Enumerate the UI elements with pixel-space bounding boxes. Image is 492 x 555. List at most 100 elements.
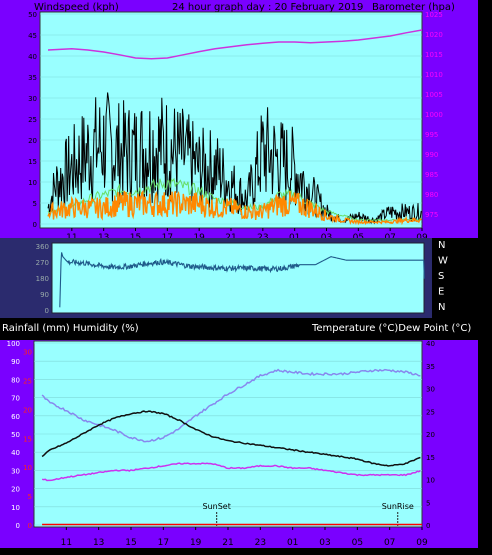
temp-x-tick: 13 xyxy=(93,538,104,548)
windspeed-tick: 10 xyxy=(28,179,37,187)
right-border xyxy=(478,0,492,555)
barometer-tick: 1015 xyxy=(425,51,443,59)
temperature-tick: 35 xyxy=(426,363,435,371)
direction-tick: 360 xyxy=(36,243,49,251)
compass-label: N xyxy=(438,302,445,313)
direction-tick: 90 xyxy=(40,291,49,299)
windspeed-tick: 30 xyxy=(28,95,37,103)
humidity-tick: 60 xyxy=(11,413,20,421)
temp-grid xyxy=(34,342,422,526)
windspeed-header: Windspeed (kph) xyxy=(34,2,119,13)
windspeed-tick: 20 xyxy=(28,137,37,145)
humidity-tick: 80 xyxy=(11,376,20,384)
temperature-tick: 30 xyxy=(426,386,435,394)
temperature-tick: 25 xyxy=(426,408,435,416)
rainfall-tick: 0 xyxy=(28,522,32,530)
direction-tick: 270 xyxy=(36,259,49,267)
windspeed-axis: 0 5 10 15 20 25 30 35 40 45 50 xyxy=(28,11,37,229)
humidity-tick: 10 xyxy=(11,504,20,512)
temperature-axis: 0 5 10 15 20 25 30 35 40 xyxy=(426,340,435,530)
barometer-tick: 995 xyxy=(425,131,438,139)
windspeed-tick: 35 xyxy=(28,74,37,82)
barometer-axis: 975 980 985 990 995 1000 1005 1010 1015 1020 1025 xyxy=(425,11,443,219)
direction-line xyxy=(59,252,425,308)
rainfall-tick: 5 xyxy=(28,493,32,501)
temperature-humidity-chart: Rainfall (mm) Humidity (%) Temperature (… xyxy=(0,318,478,548)
rainfall-tick: 15 xyxy=(23,435,32,443)
windspeed-tick: 15 xyxy=(28,158,37,166)
humidity-tick: 0 xyxy=(16,522,20,530)
humidity-tick: 30 xyxy=(11,467,20,475)
wind-barometer-chart: Windspeed (kph) 24 hour graph day : 20 F… xyxy=(0,0,478,243)
temperature-tick: 15 xyxy=(426,454,435,462)
rainfall-tick: 20 xyxy=(23,406,32,414)
barometer-tick: 985 xyxy=(425,171,438,179)
humidity-tick: 100 xyxy=(7,340,20,348)
barometer-tick: 975 xyxy=(425,211,438,219)
windspeed-tick: 25 xyxy=(28,116,37,124)
compass-label: S xyxy=(438,271,444,282)
barometer-header: Barometer (hpa) xyxy=(372,2,455,13)
bottom-header-bar xyxy=(0,318,478,340)
temperature-line xyxy=(41,410,421,467)
rainfall-axis: 0 5 10 15 20 25 30 xyxy=(23,349,32,530)
temp-x-tick: 09 xyxy=(416,538,428,548)
direction-plot-area xyxy=(51,242,425,314)
direction-compass-background xyxy=(432,238,478,318)
temp-x-tick: 21 xyxy=(222,538,233,548)
windspeed-tick: 5 xyxy=(33,200,37,208)
windspeed-tick: 50 xyxy=(28,11,37,19)
humidity-axis: 0 10 20 30 40 50 60 70 80 90 100 xyxy=(7,340,20,530)
humidity-tick: 50 xyxy=(11,431,20,439)
rain-humidity-header: Rainfall (mm) Humidity (%) xyxy=(2,323,139,334)
direction-tick: 0 xyxy=(45,307,49,315)
barometer-tick: 1000 xyxy=(425,111,443,119)
humidity-line xyxy=(41,368,421,443)
rainfall-tick: 10 xyxy=(23,464,32,472)
temp-x-tick: 17 xyxy=(158,538,169,548)
temperature-tick: 20 xyxy=(426,431,435,439)
direction-series xyxy=(59,252,425,308)
temperature-tick: 40 xyxy=(426,340,435,348)
direction-axis: 0 90 180 270 360 xyxy=(36,243,49,315)
sun-marker-label: SunRise xyxy=(382,502,414,511)
barometer-tick: 1025 xyxy=(425,11,443,19)
compass-label: E xyxy=(438,287,444,298)
temperature-tick: 0 xyxy=(426,522,430,530)
temp-x-tick: 23 xyxy=(255,538,266,548)
compass-label: W xyxy=(438,256,448,267)
temp-x-tick: 05 xyxy=(352,538,363,548)
barometer-line xyxy=(47,29,423,60)
barometer-tick: 1020 xyxy=(425,31,443,39)
temp-x-tick: 11 xyxy=(61,538,72,548)
barometer-tick: 1005 xyxy=(425,91,443,99)
barometer-tick: 990 xyxy=(425,151,438,159)
temperature-tick: 5 xyxy=(426,499,430,507)
temp-x-tick: 15 xyxy=(125,538,136,548)
rainfall-tick: 30 xyxy=(23,349,32,357)
windspeed-tick: 45 xyxy=(28,32,37,40)
humidity-tick: 40 xyxy=(11,449,20,457)
humidity-tick: 90 xyxy=(11,358,20,366)
humidity-tick: 20 xyxy=(11,486,20,494)
sun-marker-label: SunSet xyxy=(203,502,231,511)
windspeed-tick: 0 xyxy=(33,221,37,229)
temp-x-tick: 01 xyxy=(287,538,298,548)
dew-point-line xyxy=(41,462,421,482)
temp-x-tick: 07 xyxy=(384,538,395,548)
windspeed-tick: 40 xyxy=(28,53,37,61)
compass-label: N xyxy=(438,240,445,251)
wind-series xyxy=(47,29,423,226)
temperature-header: Temperature (°C)Dew Point (°C) xyxy=(311,323,471,334)
temp-series xyxy=(41,368,422,526)
temp-x-tick: 03 xyxy=(319,538,330,548)
temp-x-axis: 11 13 15 17 19 21 23 01 03 05 07 09 xyxy=(61,527,428,548)
wind-speed-line xyxy=(47,189,422,226)
barometer-tick: 1010 xyxy=(425,71,443,79)
graph-date-header: 24 hour graph day : 20 February 2019 xyxy=(172,2,363,13)
humidity-tick: 70 xyxy=(11,395,20,403)
wind-gust-line xyxy=(47,92,422,225)
